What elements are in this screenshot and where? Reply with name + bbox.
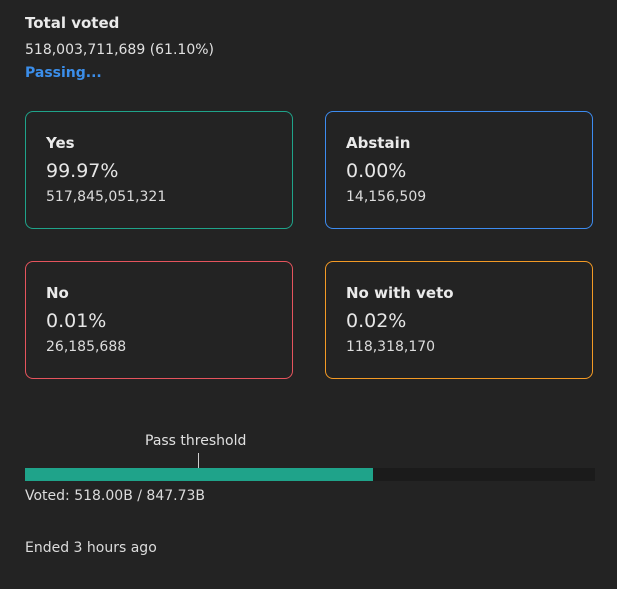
proposal-status: Passing...	[25, 65, 102, 81]
no-with-veto-label: No with veto	[346, 284, 454, 302]
yes-amount: 517,845,051,321	[46, 189, 167, 205]
yes-vote-card: Yes 99.97% 517,845,051,321	[25, 111, 293, 229]
abstain-label: Abstain	[346, 134, 411, 152]
no-with-veto-percent: 0.02%	[346, 310, 407, 332]
no-with-veto-vote-card: No with veto 0.02% 118,318,170	[325, 261, 593, 379]
abstain-vote-card: Abstain 0.00% 14,156,509	[325, 111, 593, 229]
yes-percent: 99.97%	[46, 160, 119, 182]
no-amount: 26,185,688	[46, 339, 127, 355]
pass-threshold-marker	[198, 453, 199, 468]
ended-time: Ended 3 hours ago	[25, 540, 157, 556]
yes-label: Yes	[46, 134, 75, 152]
voting-progress-fill	[25, 468, 374, 481]
voting-progress-bar	[25, 468, 595, 481]
no-percent: 0.01%	[46, 310, 107, 332]
abstain-amount: 14,156,509	[346, 189, 427, 205]
voted-summary: Voted: 518.00B / 847.73B	[25, 488, 206, 504]
no-with-veto-amount: 118,318,170	[346, 339, 436, 355]
pass-threshold-label: Pass threshold	[145, 433, 247, 449]
abstain-percent: 0.00%	[346, 160, 407, 182]
total-voted-label: Total voted	[25, 14, 120, 32]
no-vote-card: No 0.01% 26,185,688	[25, 261, 293, 379]
no-label: No	[46, 284, 69, 302]
total-voted-value: 518,003,711,689 (61.10%)	[25, 42, 214, 58]
